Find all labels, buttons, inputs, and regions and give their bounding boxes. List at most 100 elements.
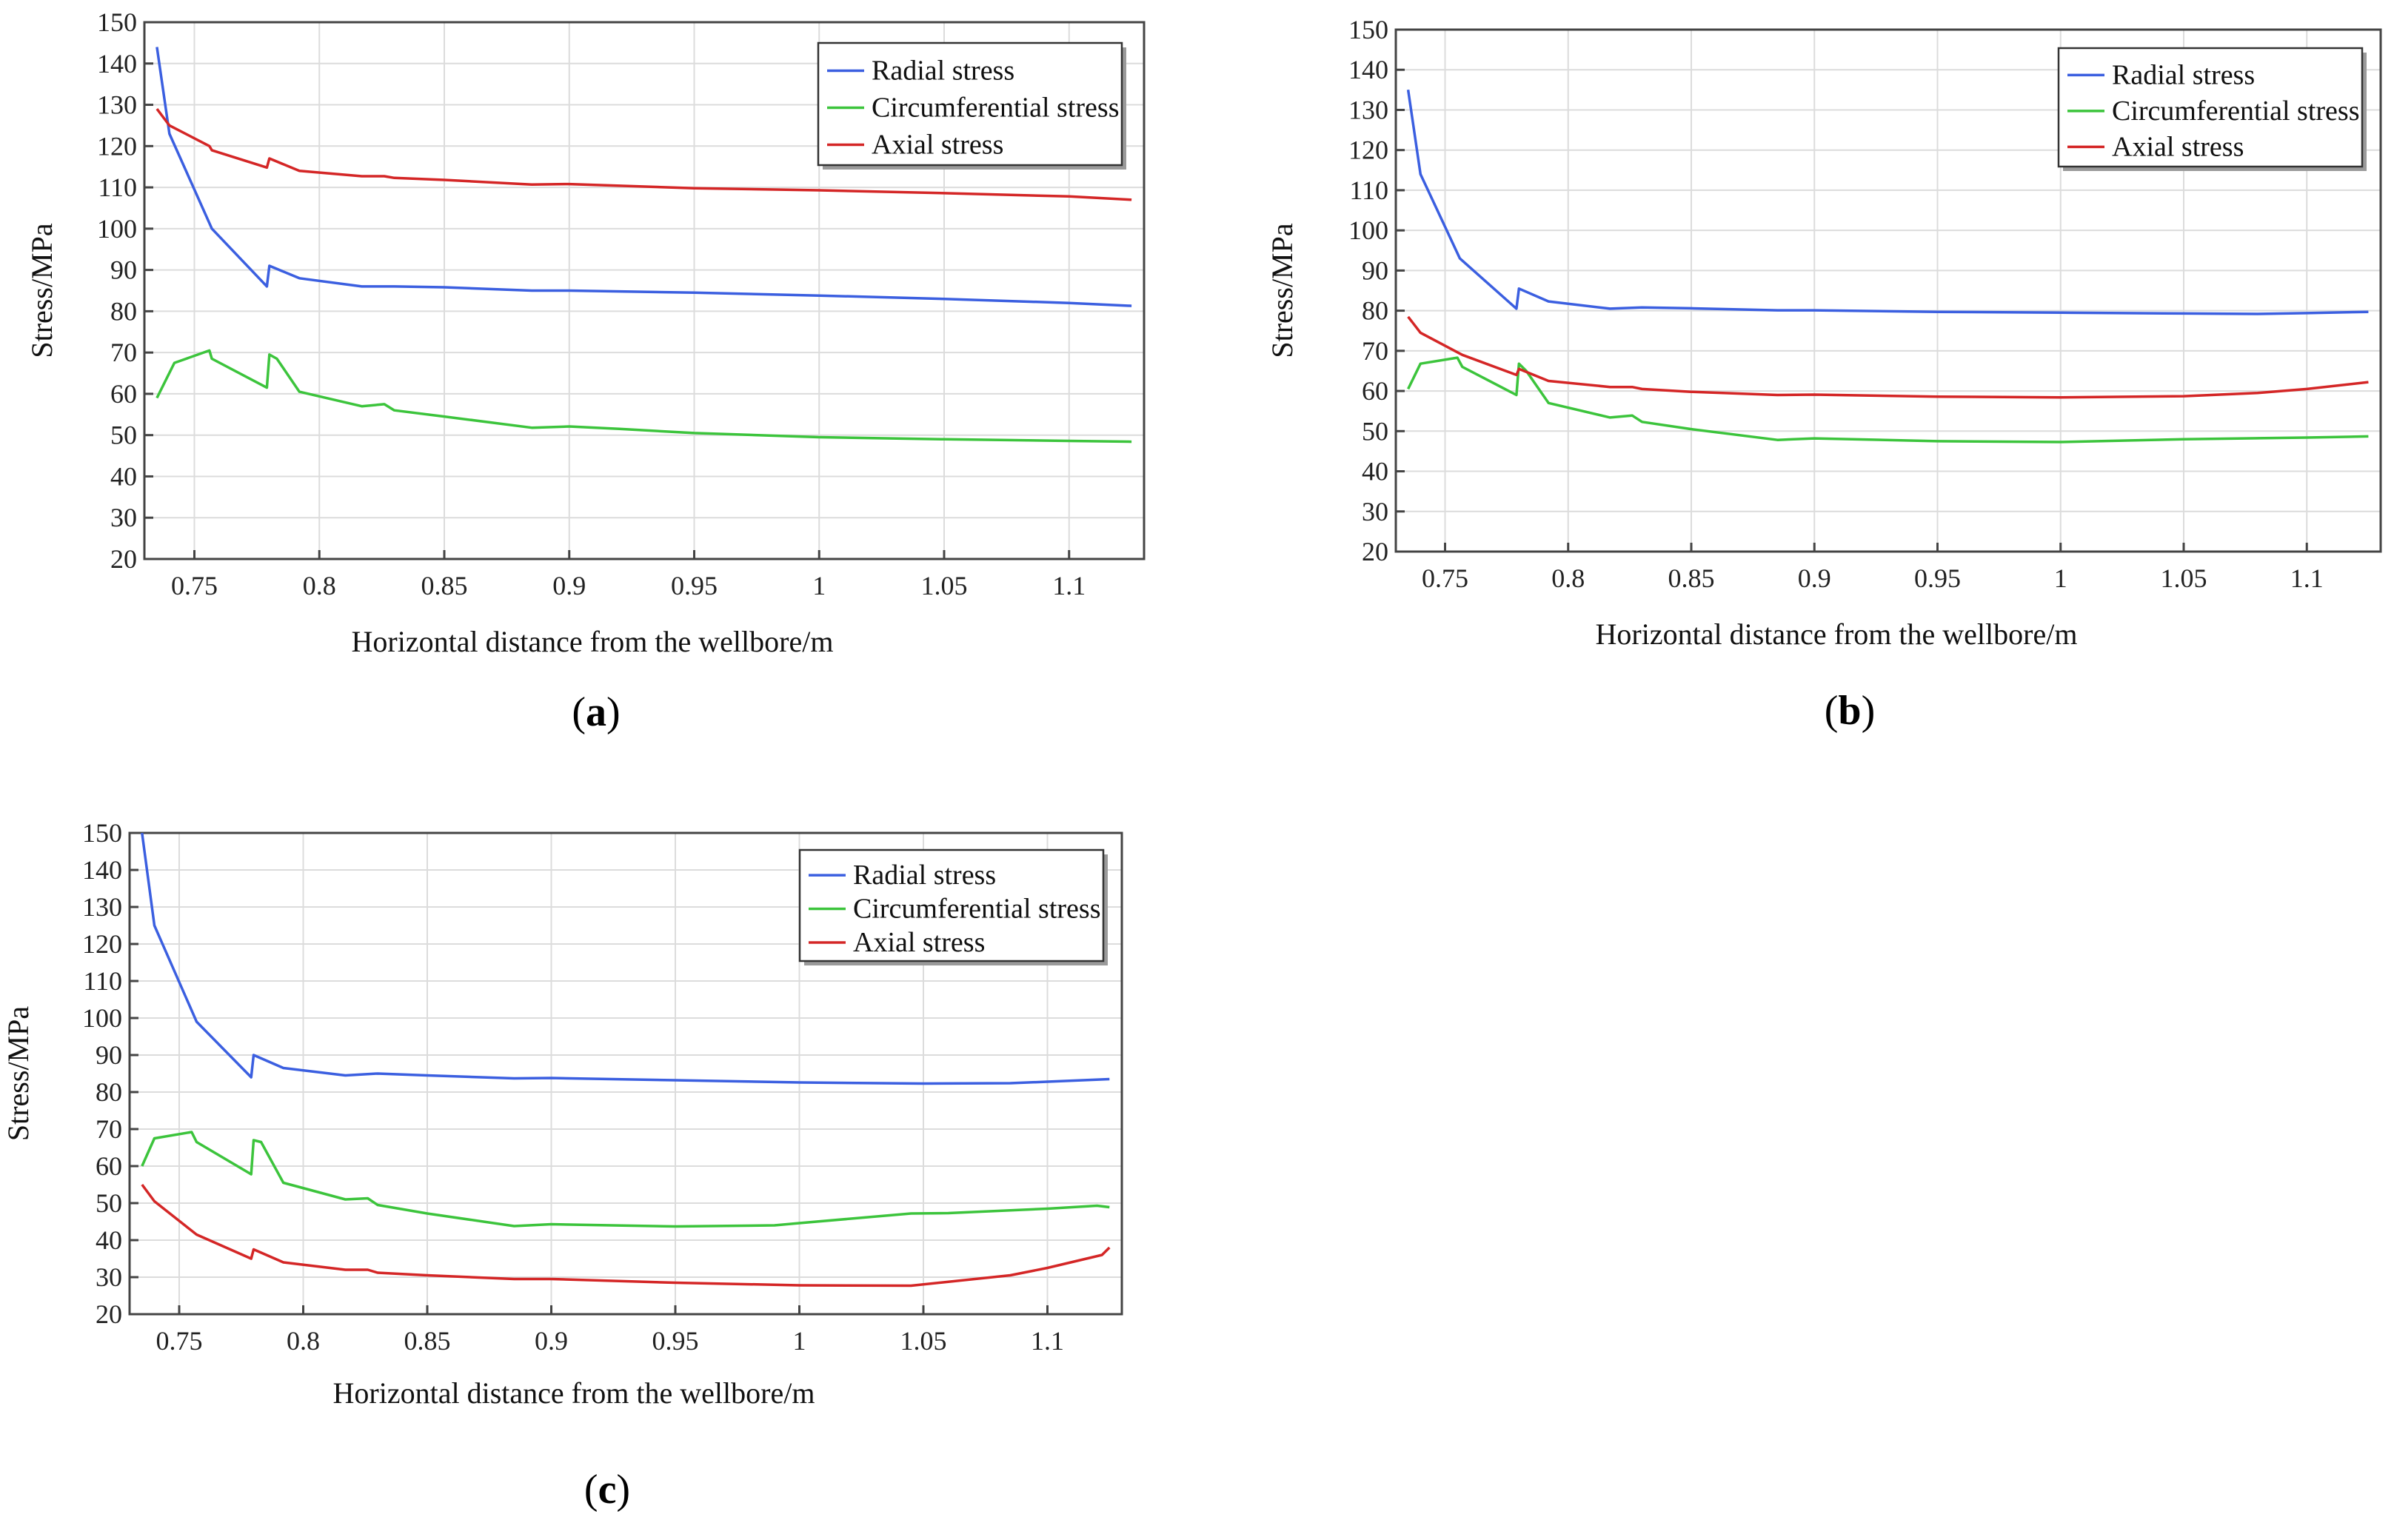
y-tick-label: 100 — [1348, 215, 1388, 245]
legend-box — [798, 848, 1105, 962]
series-line-axial-stress — [1407, 315, 2369, 399]
y-tick-label: 150 — [1348, 15, 1388, 44]
y-tick-label: 70 — [96, 1114, 122, 1144]
x-axis-label: Horizontal distance from the wellbore/m — [333, 1376, 815, 1410]
legend-label: Radial stress — [853, 860, 996, 891]
y-tick-label: 100 — [97, 214, 137, 244]
y-tick-label: 90 — [110, 255, 137, 285]
y-tick-label: 40 — [1362, 457, 1388, 486]
series-line-circumferential-stress — [156, 349, 1132, 443]
legend-label: Radial stress — [2112, 59, 2255, 90]
legend-label: Circumferential stress — [2112, 96, 2360, 127]
y-tick-label: 50 — [110, 421, 137, 450]
y-tick-label: 100 — [82, 1003, 122, 1033]
y-tick-label: 90 — [1362, 255, 1388, 285]
x-axis-label: Horizontal distance from the wellbore/m — [1596, 617, 2078, 651]
x-tick-label: 0.95 — [671, 571, 718, 600]
x-axis-label: Horizontal distance from the wellbore/m — [352, 625, 834, 658]
x-tick-label: 1.1 — [1031, 1326, 1064, 1356]
x-tick-label: 0.9 — [1798, 563, 1831, 593]
y-tick-label: 80 — [96, 1077, 122, 1107]
y-tick-label: 30 — [110, 503, 137, 532]
chart-panel-b: 20 30 40 50 60 70 80 90 100 110 120 130 140 150 0.75 0.… — [1265, 15, 2382, 734]
series-line-axial-stress — [156, 108, 1132, 201]
legend-label: Circumferential stress — [872, 93, 1120, 124]
y-tick-label: 70 — [1362, 336, 1388, 366]
legend-label: Axial stress — [2112, 131, 2244, 162]
y-tick-label: 80 — [1362, 296, 1388, 326]
x-tick-label: 0.85 — [1668, 563, 1715, 593]
x-tick-label: 0.8 — [1551, 563, 1585, 593]
legend: Radial stress Circumferential stress Axial… — [817, 41, 1126, 170]
legend: Radial stress Circumferential stress Axial… — [2057, 47, 2367, 171]
x-tick-label: 0.95 — [652, 1326, 699, 1356]
x-tick-label: 0.9 — [535, 1326, 568, 1356]
plot-frame — [128, 831, 1123, 1316]
x-tick-label: 0.95 — [1914, 563, 1961, 593]
y-tick-label: 60 — [110, 379, 137, 409]
y-tick-label: 140 — [1348, 55, 1388, 84]
legend-label: Axial stress — [872, 130, 1003, 161]
y-tick-label: 20 — [1362, 537, 1388, 566]
legend-label: Axial stress — [853, 927, 985, 958]
y-tick-label: 120 — [1348, 135, 1388, 165]
plot-frame — [143, 21, 1146, 560]
panel-label: (b) — [1825, 688, 1875, 734]
x-tick-label: 0.8 — [287, 1326, 320, 1356]
chart-panel-c: 20 30 40 50 60 70 80 90 100 110 120 130 140 150 0.75 0.… — [1, 818, 1123, 1513]
y-axis-label: Stress/MPa — [1, 1006, 35, 1141]
y-axis-label: Stress/MPa — [1265, 223, 1299, 358]
x-tick-label: 0.85 — [421, 571, 468, 600]
y-tick-label: 20 — [96, 1299, 122, 1329]
y-tick-label: 30 — [96, 1262, 122, 1292]
x-tick-label: 0.9 — [552, 571, 586, 600]
x-tick-label: 0.8 — [303, 571, 336, 600]
y-tick-label: 150 — [97, 7, 137, 37]
y-tick-label: 130 — [82, 892, 122, 922]
series-line-radial-stress — [156, 47, 1132, 307]
panel-label: (a) — [572, 689, 620, 735]
panel-label: (c) — [584, 1467, 630, 1513]
series-line-circumferential-stress — [1407, 356, 2369, 443]
y-tick-label: 90 — [96, 1040, 122, 1070]
y-tick-label: 30 — [1362, 497, 1388, 526]
x-tick-label: 1.05 — [921, 571, 968, 600]
y-tick-label: 20 — [110, 544, 137, 574]
legend-label: Radial stress — [872, 56, 1014, 87]
legend-box — [2057, 47, 2364, 168]
x-tick-label: 0.75 — [156, 1326, 203, 1356]
y-tick-label: 120 — [82, 929, 122, 959]
x-tick-label: 1 — [793, 1326, 806, 1356]
x-tick-label: 1.05 — [2161, 563, 2207, 593]
y-tick-label: 150 — [82, 818, 122, 848]
y-tick-label: 130 — [1348, 95, 1388, 124]
y-tick-label: 40 — [110, 461, 137, 491]
x-tick-label: 1 — [812, 571, 826, 600]
y-tick-label: 60 — [1362, 376, 1388, 406]
x-tick-label: 1.1 — [1052, 571, 1086, 600]
y-tick-label: 60 — [96, 1151, 122, 1181]
series-line-radial-stress — [141, 832, 1110, 1085]
y-tick-label: 110 — [83, 966, 122, 996]
y-tick-label: 40 — [96, 1225, 122, 1255]
legend-label: Circumferential stress — [853, 894, 1101, 925]
y-tick-label: 70 — [110, 338, 137, 367]
x-tick-label: 1.1 — [2290, 563, 2324, 593]
x-tick-label: 0.75 — [171, 571, 218, 600]
y-tick-label: 110 — [98, 173, 137, 202]
y-tick-label: 50 — [96, 1188, 122, 1218]
y-axis-label: Stress/MPa — [25, 223, 58, 358]
x-tick-label: 1.05 — [900, 1326, 947, 1356]
y-tick-label: 130 — [97, 90, 137, 120]
plot-frame — [1394, 28, 2382, 553]
x-tick-label: 1 — [2054, 563, 2067, 593]
series-line-axial-stress — [141, 1183, 1111, 1288]
x-tick-label: 0.75 — [1422, 563, 1468, 593]
series-line-radial-stress — [1406, 90, 2369, 315]
series-line-circumferential-stress — [141, 1131, 1110, 1228]
x-tick-label: 0.85 — [404, 1326, 451, 1356]
chart-panel-a: 20 30 40 50 60 70 80 90 100 110 120 130 140 150 0.75 0.… — [25, 7, 1146, 735]
y-tick-label: 140 — [82, 855, 122, 885]
